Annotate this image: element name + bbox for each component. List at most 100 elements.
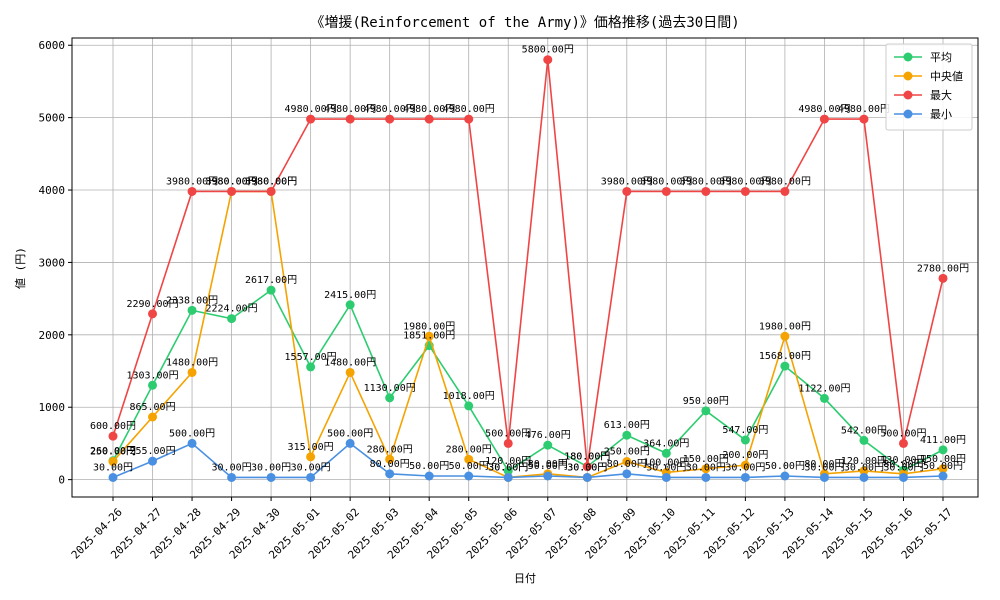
data-point — [227, 186, 237, 196]
x-axis-label: 日付 — [514, 572, 536, 585]
data-point — [622, 469, 632, 479]
data-label: 2617.00円 — [245, 275, 297, 286]
data-point — [306, 452, 316, 462]
chart-title: 《増援(Reinforcement of the Army)》価格推移(過去30… — [310, 15, 739, 31]
data-label: 30.00円 — [844, 462, 884, 473]
data-point — [266, 186, 276, 196]
data-label: 3980.00円 — [245, 176, 297, 187]
data-point — [503, 466, 513, 476]
data-point — [227, 472, 237, 482]
data-label: 1851.00円 — [403, 331, 455, 342]
data-label: 30.00円 — [291, 462, 331, 473]
data-label: 1980.00円 — [403, 321, 455, 332]
data-label: 1130.00円 — [364, 383, 416, 394]
data-label: 950.00円 — [683, 396, 729, 407]
data-point — [464, 471, 474, 481]
data-label: 364.00円 — [643, 438, 689, 449]
y-tick-label: 5000 — [39, 112, 66, 125]
data-point — [345, 114, 355, 124]
data-label: 260.00円 — [90, 446, 136, 457]
data-point — [385, 469, 395, 479]
data-label: 150.00円 — [683, 454, 729, 465]
data-label: 547.00円 — [722, 425, 768, 436]
legend-marker — [903, 90, 913, 100]
legend-entry: 中央値 — [930, 70, 963, 83]
data-label: 30.00円 — [488, 462, 528, 473]
legend-entry: 平均 — [930, 51, 952, 64]
data-label: 50.00円 — [528, 461, 568, 472]
data-label: 250.00円 — [90, 447, 136, 458]
data-point — [306, 114, 316, 124]
data-label: 3980.00円 — [245, 176, 297, 187]
data-point — [464, 454, 474, 464]
data-point — [938, 464, 948, 474]
data-label: 80.00円 — [370, 459, 410, 470]
data-point — [661, 472, 671, 482]
data-label: 280.00円 — [446, 444, 492, 455]
data-label: 4980.00円 — [324, 104, 376, 115]
legend-marker — [903, 109, 913, 119]
y-tick-label: 3000 — [39, 256, 66, 269]
data-point — [385, 114, 395, 124]
data-point — [740, 186, 750, 196]
data-point — [622, 457, 632, 467]
data-label: 1480.00円 — [166, 357, 218, 368]
data-label: 180.00円 — [564, 452, 610, 463]
data-point — [661, 448, 671, 458]
data-label: 4980.00円 — [285, 104, 337, 115]
data-label: 1303.00円 — [126, 370, 178, 381]
legend-entry: 最小 — [930, 108, 952, 121]
data-point — [187, 186, 197, 196]
data-label: 2224.00円 — [205, 304, 257, 315]
data-label: 120.00円 — [485, 456, 531, 467]
data-label: 1557.00円 — [285, 352, 337, 363]
data-label: 80.00円 — [607, 459, 647, 470]
data-label: 120.00円 — [841, 456, 887, 467]
series-line — [112, 288, 944, 473]
data-point — [108, 457, 118, 467]
data-point — [661, 186, 671, 196]
data-label: 3980.00円 — [680, 176, 732, 187]
data-label: 500.00円 — [880, 428, 926, 439]
data-label: 1980.00円 — [759, 321, 811, 332]
data-label: 613.00円 — [604, 420, 650, 431]
data-point — [819, 114, 829, 124]
data-label: 80.00円 — [804, 459, 844, 470]
data-point — [622, 430, 632, 440]
data-point — [148, 412, 158, 422]
data-label: 100.00円 — [643, 457, 689, 468]
data-label: 4980.00円 — [443, 104, 495, 115]
data-label: 250.00円 — [604, 447, 650, 458]
data-point — [187, 305, 197, 315]
data-point — [780, 186, 790, 196]
data-label: 1480.00円 — [324, 357, 376, 368]
data-point — [345, 438, 355, 448]
data-label: 80.00円 — [528, 459, 568, 470]
data-point — [859, 435, 869, 445]
data-point — [148, 456, 158, 466]
data-label: 30.00円 — [883, 462, 923, 473]
data-label: 30.00円 — [251, 462, 291, 473]
data-point — [740, 472, 750, 482]
data-label: 1122.00円 — [798, 383, 850, 394]
data-label: 2780.00円 — [917, 263, 969, 274]
data-point — [227, 314, 237, 324]
series-line — [112, 59, 944, 467]
data-label: 30.00円 — [725, 462, 765, 473]
plot-frame — [71, 37, 979, 498]
data-label: 4980.00円 — [364, 104, 416, 115]
data-point — [543, 55, 553, 65]
data-point — [938, 471, 948, 481]
data-point — [780, 471, 790, 481]
data-point — [740, 435, 750, 445]
data-label: 30.00円 — [804, 462, 844, 473]
data-label: 500.00円 — [485, 428, 531, 439]
data-label: 3980.00円 — [166, 176, 218, 187]
data-point — [464, 114, 474, 124]
data-label: 30.00円 — [567, 462, 607, 473]
data-point — [148, 309, 158, 319]
data-label: 3980.00円 — [601, 176, 653, 187]
series-line — [112, 442, 944, 479]
data-point — [938, 273, 948, 283]
data-label: 476.00円 — [525, 430, 571, 441]
